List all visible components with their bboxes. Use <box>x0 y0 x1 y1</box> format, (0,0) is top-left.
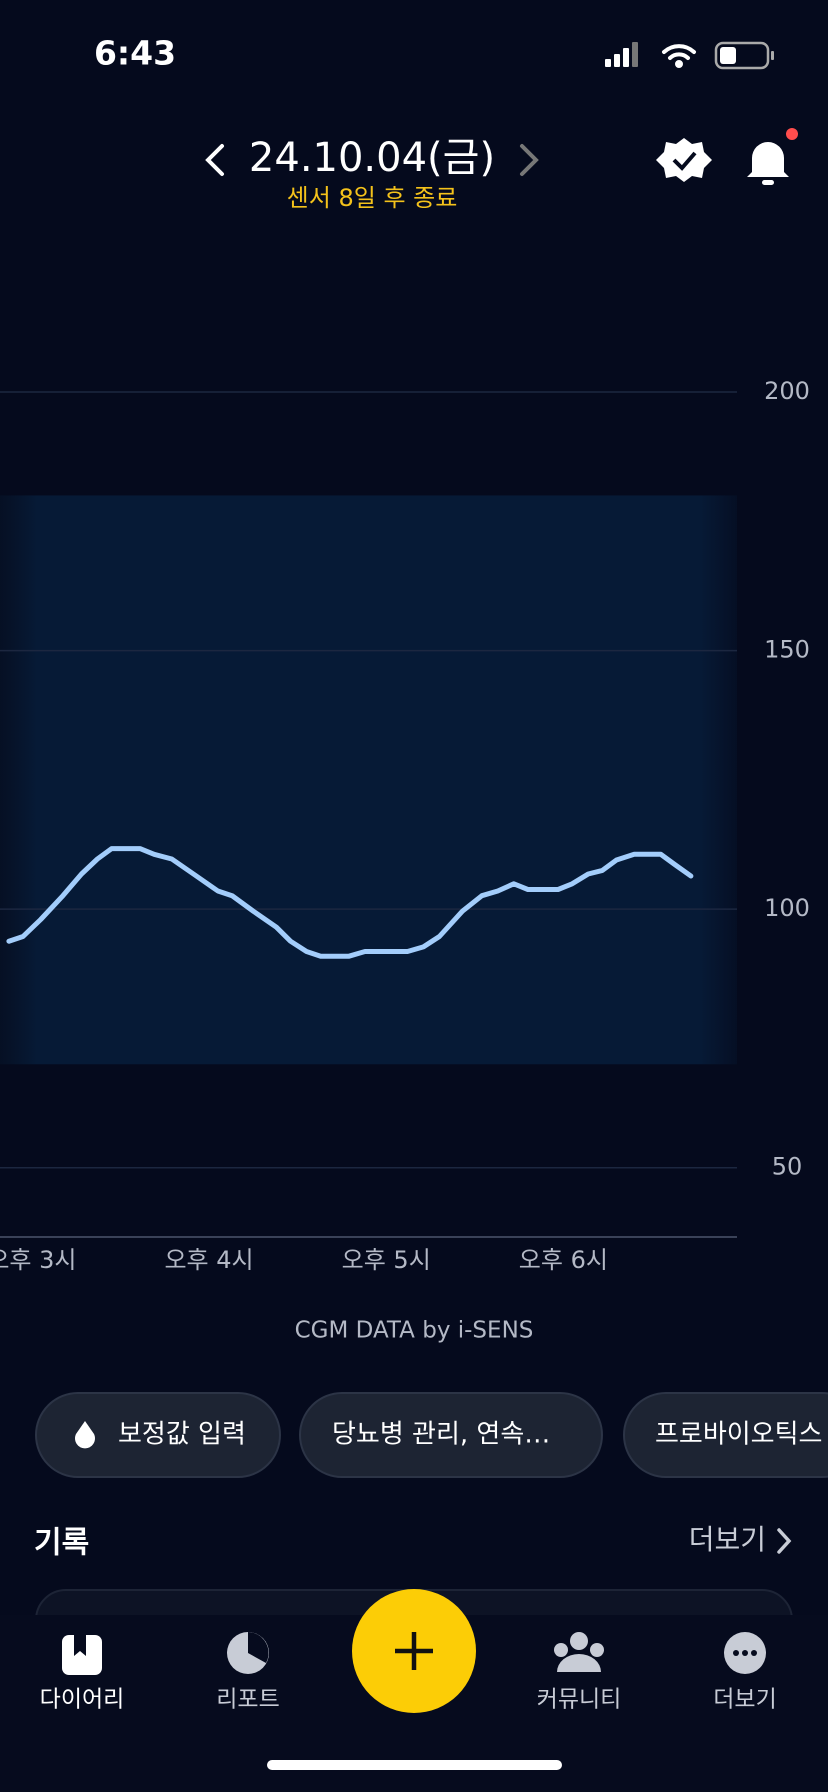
records-title: 기록 <box>34 1526 89 1561</box>
tab-label[interactable]: 더보기 <box>713 1687 776 1713</box>
tab-icon <box>62 1635 102 1675</box>
battery-icon <box>714 41 774 70</box>
status-time: 6:43 <box>94 34 176 73</box>
glucose-line <box>6 846 694 959</box>
chip-label: 보정값 입력 <box>118 1420 246 1450</box>
records-more[interactable]: 더보기 <box>689 1523 766 1556</box>
tab-icon <box>227 1632 269 1674</box>
tab-label[interactable]: 커뮤니티 <box>537 1687 622 1713</box>
chip[interactable] <box>35 1392 281 1478</box>
x-tick-label: 오후 3시 <box>0 1246 76 1274</box>
y-tick-label: 50 <box>772 1153 803 1181</box>
tab-label[interactable]: 다이어리 <box>40 1687 125 1713</box>
chip[interactable] <box>623 1392 828 1478</box>
x-tick-label: 오후 6시 <box>519 1246 608 1274</box>
verified-button[interactable] <box>656 138 712 182</box>
more-arrow <box>777 1528 792 1554</box>
target-range-band <box>0 495 737 1065</box>
y-tick-label: 150 <box>764 636 810 664</box>
sensor-subtitle: 센서 8일 후 종료 <box>287 184 458 212</box>
wifi-icon <box>662 44 696 68</box>
y-tick-label: 200 <box>764 377 810 405</box>
next-day-button[interactable] <box>520 144 539 176</box>
tab-icon <box>724 1632 766 1674</box>
date-title: 24.10.04(금) <box>249 135 495 181</box>
home-indicator <box>267 1760 562 1770</box>
prev-day-button[interactable] <box>205 144 224 176</box>
chip-label: 프로바이오틱스 <box>655 1420 822 1450</box>
signal-icon <box>605 42 638 67</box>
add-button[interactable] <box>352 1589 476 1713</box>
tab-icon <box>554 1632 604 1672</box>
y-tick-label: 100 <box>764 894 810 922</box>
chart-caption: CGM DATA by i-SENS <box>295 1318 534 1344</box>
tab-label[interactable]: 리포트 <box>216 1687 279 1713</box>
x-tick-label: 오후 4시 <box>164 1246 253 1274</box>
chip-label: 당뇨병 관리, 연속… <box>332 1420 550 1450</box>
x-tick-label: 오후 5시 <box>342 1246 431 1274</box>
notification-button[interactable] <box>747 128 798 185</box>
chip[interactable] <box>299 1392 603 1478</box>
